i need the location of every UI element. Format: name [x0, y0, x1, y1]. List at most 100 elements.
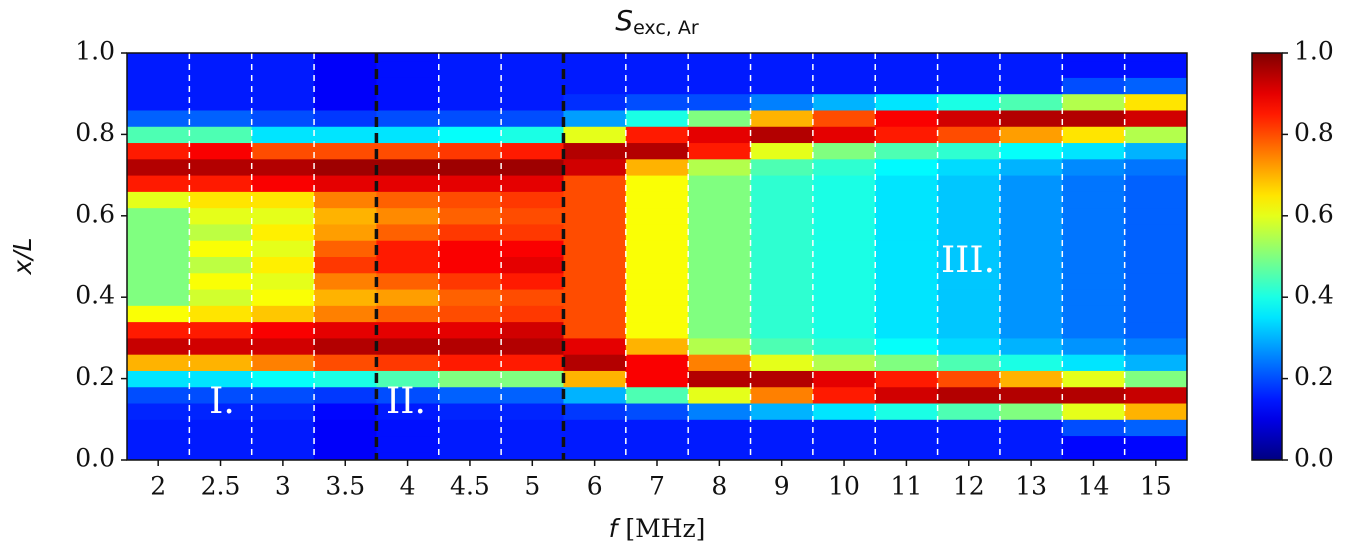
- heatmap-cell: [189, 337, 253, 355]
- heatmap-cell: [189, 53, 253, 62]
- heatmap-cell: [127, 61, 190, 78]
- heatmap-cell: [999, 272, 1063, 290]
- heatmap-cell: [376, 191, 440, 209]
- heatmap-cell: [376, 435, 440, 453]
- heatmap-cell: [812, 289, 876, 306]
- heatmap-cell: [875, 386, 939, 404]
- heatmap-cell: [999, 337, 1063, 355]
- heatmap-cell: [999, 142, 1063, 160]
- heatmap-cell: [376, 337, 440, 355]
- heatmap-cell: [937, 53, 1001, 62]
- heatmap-cell: [376, 126, 440, 144]
- heatmap-cell: [127, 256, 190, 274]
- heatmap-cell: [563, 240, 627, 257]
- heatmap-cell: [189, 370, 253, 388]
- heatmap-cell: [563, 272, 627, 290]
- heatmap-cell: [812, 53, 876, 62]
- title-symbol: S: [615, 4, 633, 37]
- heatmap-cell: [625, 403, 689, 420]
- heatmap-cell: [750, 77, 814, 95]
- heatmap-cell: [563, 337, 627, 355]
- heatmap-cell: [1124, 240, 1188, 257]
- heatmap-cell: [563, 403, 627, 420]
- heatmap-cell: [688, 305, 752, 323]
- heatmap-cell: [937, 256, 1001, 274]
- x-tick-label: 2: [150, 472, 166, 501]
- heatmap-cell: [1062, 272, 1126, 290]
- heatmap-cell: [1124, 109, 1188, 127]
- heatmap-cell: [563, 435, 627, 453]
- heatmap-cell: [376, 207, 440, 225]
- y-axis-label: x/L: [8, 237, 37, 275]
- heatmap-cell: [251, 109, 315, 127]
- heatmap-cell: [501, 305, 564, 323]
- heatmap-cell: [688, 289, 752, 306]
- heatmap-cell: [438, 370, 502, 388]
- heatmap-cell: [189, 61, 253, 78]
- x-tick-label: 8: [711, 472, 727, 501]
- heatmap-cell: [812, 207, 876, 225]
- x-tick-label: 15: [1140, 472, 1172, 501]
- heatmap-cell: [251, 126, 315, 144]
- heatmap-cell: [314, 289, 377, 306]
- heatmap-cell: [999, 77, 1063, 95]
- heatmap-cell: [127, 305, 190, 323]
- x-tick-label: 14: [1078, 472, 1110, 501]
- heatmap-cell: [314, 158, 377, 176]
- heatmap-cell: [875, 126, 939, 144]
- heatmap-cell: [625, 240, 689, 257]
- heatmap-cell: [251, 354, 315, 371]
- heatmap-cell: [1062, 403, 1126, 420]
- heatmap-cell: [1062, 77, 1126, 95]
- heatmap-cell: [812, 175, 876, 192]
- heatmap-cell: [314, 207, 377, 225]
- heatmap-cell: [314, 93, 377, 111]
- heatmap-cell: [501, 207, 564, 225]
- heatmap-cell: [688, 419, 752, 437]
- heatmap-cell: [501, 158, 564, 176]
- heatmap-cell: [812, 386, 876, 404]
- heatmap-cell: [999, 419, 1063, 437]
- heatmap-cell: [937, 305, 1001, 323]
- heatmap-cell: [563, 207, 627, 225]
- heatmap-cell: [376, 256, 440, 274]
- heatmap-cell: [438, 419, 502, 437]
- heatmap-cell: [750, 289, 814, 306]
- heatmap-cell: [1124, 191, 1188, 209]
- heatmap-cell: [1062, 419, 1126, 437]
- heatmap-cell: [812, 158, 876, 176]
- heatmap-cell: [999, 53, 1063, 62]
- heatmap-cell: [127, 354, 190, 371]
- heatmap-cell: [750, 175, 814, 192]
- heatmap-cell: [314, 321, 377, 339]
- heatmap-cell: [750, 223, 814, 241]
- heatmap-cell: [127, 435, 190, 453]
- heatmap-cell: [127, 240, 190, 257]
- heatmap-cell: [750, 207, 814, 225]
- heatmap-cell: [563, 370, 627, 388]
- heatmap-cell: [688, 175, 752, 192]
- colorbar-tick-label: 0.6: [1294, 199, 1334, 228]
- heatmap-cell: [501, 321, 564, 339]
- heatmap-cell: [1124, 386, 1188, 404]
- colorbar: [1251, 52, 1283, 461]
- heatmap-cell: [750, 53, 814, 62]
- heatmap-cell: [563, 223, 627, 241]
- x-tick-label: 5: [524, 472, 540, 501]
- heatmap-cell: [563, 354, 627, 371]
- heatmap-cell: [438, 321, 502, 339]
- heatmap-cell: [875, 305, 939, 323]
- heatmap-cell: [376, 386, 440, 404]
- heatmap-cell: [875, 53, 939, 62]
- heatmap-cell: [251, 240, 315, 257]
- heatmap-cell: [438, 272, 502, 290]
- heatmap-cell: [625, 451, 689, 461]
- heatmap-cell: [1062, 321, 1126, 339]
- heatmap-cell: [1124, 419, 1188, 437]
- heatmap-cell: [999, 93, 1063, 111]
- x-label-symbol: f: [609, 514, 621, 543]
- heatmap-cell: [625, 370, 689, 388]
- heatmap-cell: [1124, 61, 1188, 78]
- heatmap-cell: [999, 370, 1063, 388]
- heatmap-cell: [625, 109, 689, 127]
